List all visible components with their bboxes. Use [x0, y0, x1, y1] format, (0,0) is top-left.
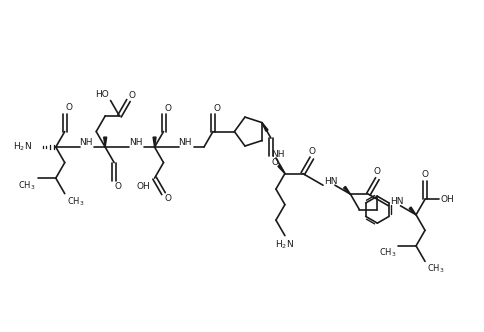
Text: CH$_3$: CH$_3$ [427, 262, 444, 275]
Text: CH$_3$: CH$_3$ [378, 247, 396, 259]
Text: O: O [164, 194, 171, 203]
Text: O: O [374, 167, 381, 176]
Text: CH$_3$: CH$_3$ [18, 180, 36, 192]
Text: OH: OH [137, 182, 151, 191]
Text: HN: HN [324, 177, 338, 186]
Polygon shape [344, 186, 350, 194]
Text: O: O [308, 146, 315, 156]
Text: HN: HN [390, 197, 403, 207]
Text: O: O [213, 104, 220, 113]
Polygon shape [278, 165, 285, 174]
Text: O: O [272, 157, 278, 167]
Text: HO: HO [95, 90, 108, 99]
Text: O: O [164, 104, 171, 113]
Text: NH: NH [178, 137, 192, 147]
Polygon shape [104, 137, 106, 147]
Text: NH: NH [271, 149, 285, 159]
Polygon shape [409, 207, 416, 215]
Polygon shape [153, 137, 156, 147]
Text: H$_2$N: H$_2$N [275, 238, 294, 251]
Text: OH: OH [440, 195, 454, 204]
Text: O: O [65, 103, 72, 112]
Text: NH: NH [79, 137, 93, 147]
Polygon shape [262, 123, 268, 131]
Text: O: O [115, 182, 121, 191]
Text: NH: NH [129, 137, 142, 147]
Text: O: O [129, 91, 136, 100]
Text: O: O [422, 170, 428, 179]
Text: CH$_3$: CH$_3$ [67, 195, 84, 208]
Text: H$_2$N: H$_2$N [14, 141, 32, 153]
